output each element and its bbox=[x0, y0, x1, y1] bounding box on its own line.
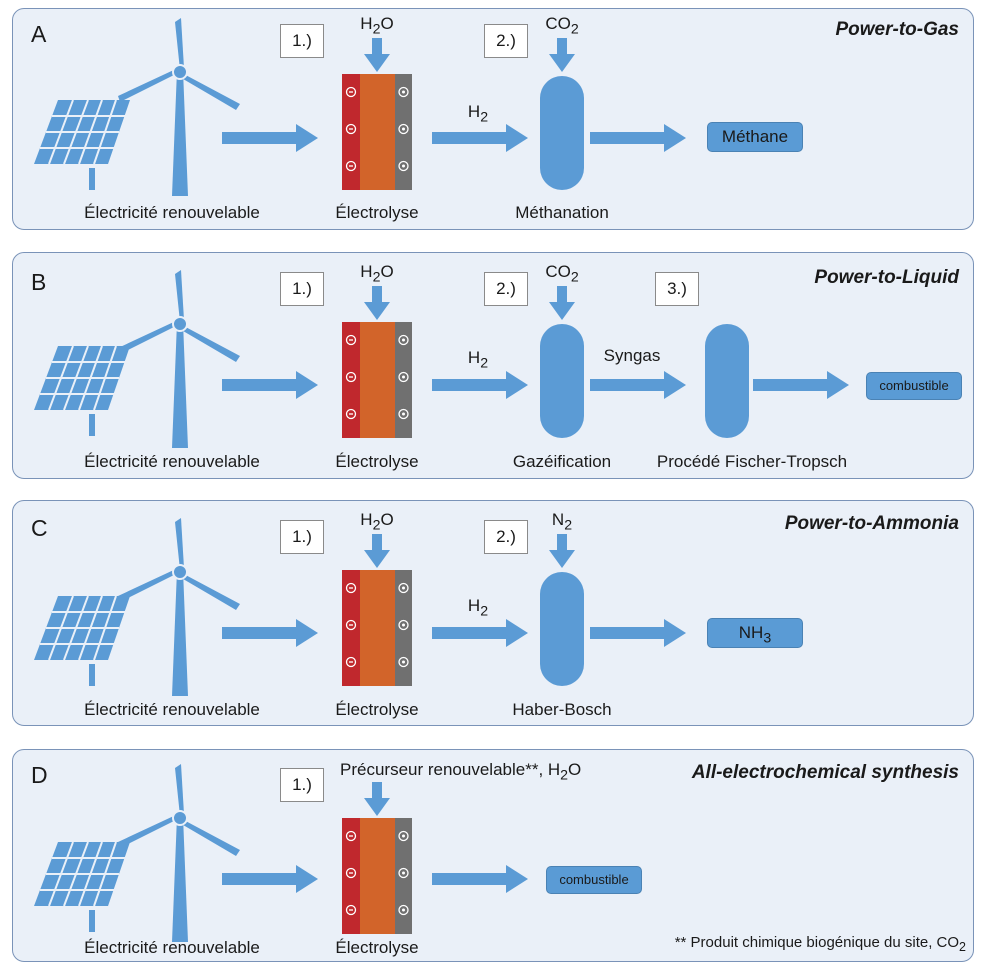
precursor-input-label: Précurseur renouvelable**, H2O bbox=[340, 760, 582, 784]
footnote: ** Produit chimique biogénique du site, … bbox=[674, 934, 966, 954]
panel-all-electrochemical: D All-electrochemical synthesis bbox=[12, 749, 974, 962]
arrow-down-icon bbox=[549, 286, 575, 320]
electrolyzer-cell-icon bbox=[342, 322, 412, 438]
co2-input-label: CO2 bbox=[545, 14, 579, 38]
panel-title: Power-to-Liquid bbox=[814, 267, 959, 288]
electrolyzer-cell-icon bbox=[342, 818, 412, 934]
arrow-right-icon bbox=[222, 619, 318, 647]
step-number-box: 2.) bbox=[484, 272, 528, 306]
arrow-right-icon bbox=[590, 619, 686, 647]
step-number-box: 1.) bbox=[280, 520, 324, 554]
wind-turbine-icon bbox=[110, 518, 250, 698]
reactor-vessel-icon bbox=[540, 76, 584, 190]
solar-panel-icon bbox=[30, 588, 140, 688]
source-label: Électricité renouvelable bbox=[84, 452, 260, 471]
product-box: Méthane bbox=[707, 122, 803, 152]
arrow-down-icon bbox=[549, 534, 575, 568]
panel-letter: B bbox=[31, 269, 47, 295]
electrolysis-label: Électrolyse bbox=[335, 938, 419, 957]
reactor-label: Gazéification bbox=[512, 452, 612, 471]
reactor-label: Haber-Bosch bbox=[512, 700, 612, 719]
product-box: NH3 bbox=[707, 618, 803, 648]
arrow-right-icon bbox=[432, 619, 528, 647]
step-number-box: 2.) bbox=[484, 24, 528, 58]
arrow-right-icon bbox=[222, 124, 318, 152]
wind-turbine-icon bbox=[110, 18, 250, 198]
electrolysis-label: Électrolyse bbox=[335, 700, 419, 719]
arrow-right-icon bbox=[753, 371, 849, 399]
solar-panel-icon bbox=[30, 338, 140, 438]
h2o-input-label: H2O bbox=[360, 14, 394, 38]
step-number-box: 1.) bbox=[280, 272, 324, 306]
electrolyzer-cell-icon bbox=[342, 74, 412, 190]
h2-label: H2 bbox=[467, 348, 489, 372]
panel-letter: A bbox=[31, 21, 47, 47]
wind-turbine-icon bbox=[110, 764, 250, 944]
step-number-box: 1.) bbox=[280, 24, 324, 58]
step-number-box: 3.) bbox=[655, 272, 699, 306]
reactor-label: Méthanation bbox=[515, 203, 609, 222]
product-box: combustible bbox=[546, 866, 642, 894]
arrow-right-icon bbox=[432, 865, 528, 893]
arrow-down-icon bbox=[549, 38, 575, 72]
panel-title: Power-to-Ammonia bbox=[784, 513, 959, 534]
arrow-right-icon bbox=[222, 371, 318, 399]
n2-input-label: N2 bbox=[551, 510, 573, 534]
syngas-label: Syngas bbox=[603, 346, 661, 365]
h2o-input-label: H2O bbox=[360, 510, 394, 534]
panel-letter: D bbox=[31, 762, 48, 788]
electrolyzer-cell-icon bbox=[342, 570, 412, 686]
arrow-right-icon bbox=[590, 371, 686, 399]
arrow-right-icon bbox=[222, 865, 318, 893]
panel-title: All-electrochemical synthesis bbox=[691, 762, 959, 783]
co2-input-label: CO2 bbox=[545, 262, 579, 286]
reactor-label: Procédé Fischer-Tropsch bbox=[656, 452, 848, 471]
panel-title: Power-to-Gas bbox=[835, 19, 959, 40]
arrow-down-icon bbox=[364, 782, 390, 816]
electrolysis-label: Électrolyse bbox=[335, 203, 419, 222]
source-label: Électricité renouvelable bbox=[84, 700, 260, 719]
reactor-vessel-icon bbox=[705, 324, 749, 438]
wind-turbine-icon bbox=[110, 270, 250, 450]
source-label: Électricité renouvelable bbox=[84, 938, 260, 957]
arrow-down-icon bbox=[364, 286, 390, 320]
arrow-right-icon bbox=[432, 371, 528, 399]
h2-label: H2 bbox=[467, 596, 489, 620]
panel-letter: C bbox=[31, 515, 48, 541]
reactor-vessel-icon bbox=[540, 324, 584, 438]
arrow-right-icon bbox=[432, 124, 528, 152]
solar-panel-icon bbox=[30, 834, 140, 934]
product-box: combustible bbox=[866, 372, 962, 400]
arrow-right-icon bbox=[590, 124, 686, 152]
source-label: Électricité renouvelable bbox=[84, 203, 260, 222]
step-number-box: 1.) bbox=[280, 768, 324, 802]
h2-label: H2 bbox=[467, 102, 489, 126]
h2o-input-label: H2O bbox=[360, 262, 394, 286]
electrolysis-label: Électrolyse bbox=[335, 452, 419, 471]
arrow-down-icon bbox=[364, 38, 390, 72]
step-number-box: 2.) bbox=[484, 520, 528, 554]
arrow-down-icon bbox=[364, 534, 390, 568]
solar-panel-icon bbox=[30, 92, 140, 192]
reactor-vessel-icon bbox=[540, 572, 584, 686]
